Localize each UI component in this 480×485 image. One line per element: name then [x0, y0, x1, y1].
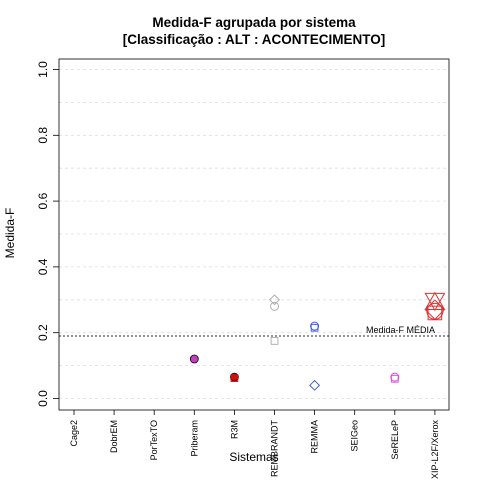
grid-layer: [59, 69, 449, 399]
x-tick-label: DobrEM: [109, 420, 119, 453]
data-point: [424, 291, 446, 310]
y-tick-label: 0.8: [36, 127, 50, 144]
chart-title-line1: Medida-F agrupada por sistema: [152, 15, 356, 30]
x-tick-label: SeRELeP: [390, 420, 400, 460]
x-tick-label: R3M: [229, 420, 239, 439]
data-point: [269, 294, 280, 306]
points-layer: [189, 291, 446, 391]
y-tick-label: 0.2: [36, 324, 50, 341]
y-axis-label: Medida-F: [3, 208, 17, 259]
data-point: [390, 372, 400, 382]
y-tick-label: 0.4: [36, 258, 50, 275]
data-point: [309, 379, 321, 391]
data-point: [270, 301, 279, 311]
data-point: [189, 354, 199, 364]
x-tick-label: REMBRANDT: [270, 420, 280, 478]
x-tick-label: PorTexTO: [149, 420, 159, 460]
x-tick-label: SEIGeo: [350, 420, 360, 452]
chart-title-line2: [Classificação : ALT : ACONTECIMENTO]: [123, 32, 386, 47]
data-point: [310, 321, 320, 331]
plot-frame: [58, 58, 450, 411]
x-tick-label: XIP-L2F/Xerox: [430, 420, 440, 480]
data-point: [427, 305, 443, 321]
data-point: [230, 374, 239, 382]
x-tick-label: Cage2: [69, 420, 79, 447]
reference-layer: Medida-F MÉDIA: [59, 325, 449, 337]
y-tick-label: 0.0: [36, 390, 50, 407]
reference-line-label: Medida-F MÉDIA: [366, 325, 435, 335]
data-point: [390, 374, 399, 383]
data-point: [310, 323, 319, 332]
y-tick-label: 1.0: [36, 61, 50, 78]
x-tick-label: REMMA: [310, 420, 320, 454]
y-axis: 0.0 0.2 0.4 0.6 0.8 1.0: [36, 61, 59, 407]
x-axis: Cage2 DobrEM PorTexTO Priberam R3M REMBRANDT R…: [69, 410, 440, 479]
x-tick-label: Priberam: [189, 420, 199, 457]
x-axis-label: Sistemas: [229, 450, 278, 464]
y-tick-label: 0.6: [36, 192, 50, 209]
data-point: [270, 337, 279, 345]
